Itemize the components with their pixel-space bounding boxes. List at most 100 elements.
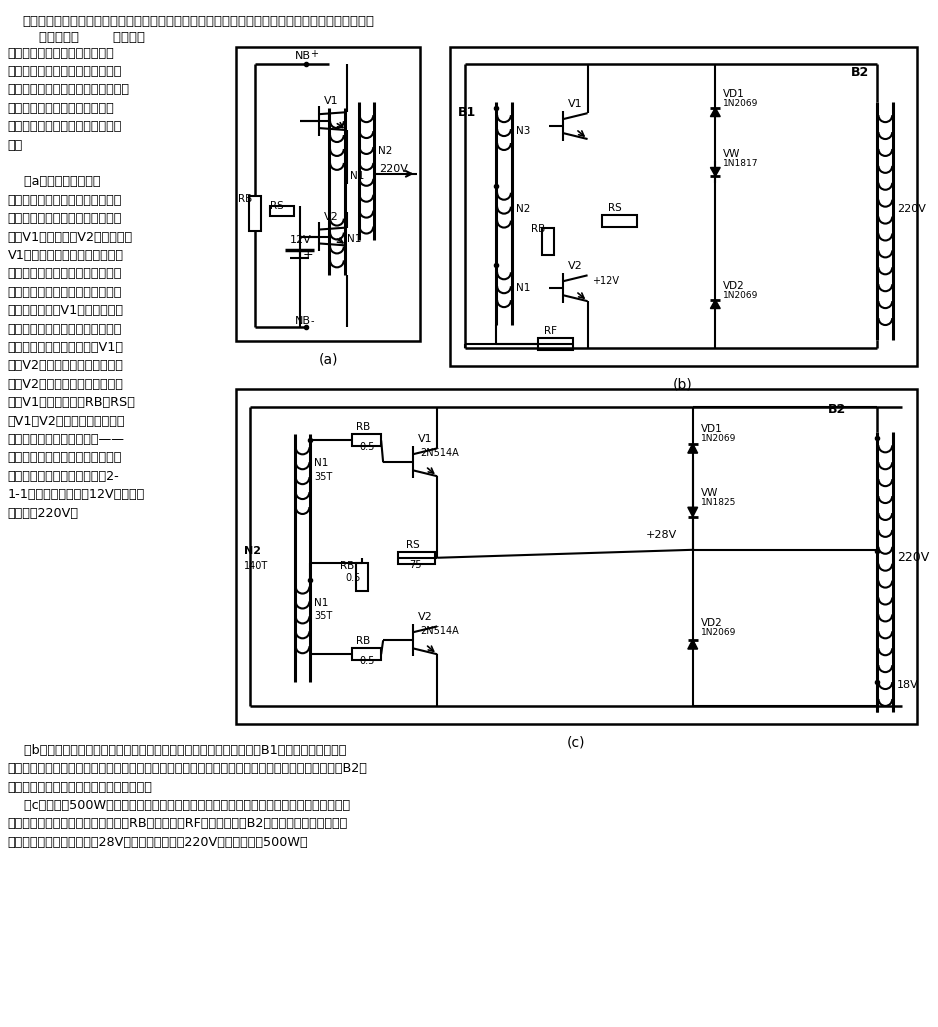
Text: RS: RS bbox=[270, 200, 284, 211]
Text: +: + bbox=[303, 249, 313, 262]
Text: 本电路利用晶体管、变压器作为核心部件完成将直流电变换成交流电再输送给负载（如电视机等）。: 本电路利用晶体管、变压器作为核心部件完成将直流电变换成交流电再输送给负载（如电视… bbox=[23, 14, 374, 28]
Text: 性能参数：直流电源电压＝28V，交流输出电压＝220V，输出功率＝500W。: 性能参数：直流电源电压＝28V，交流输出电压＝220V，输出功率＝500W。 bbox=[8, 836, 309, 848]
Text: N2: N2 bbox=[516, 203, 530, 214]
Text: 止而V2导通。当铁心变为负饱和: 止而V2导通。当铁心变为负饱和 bbox=[8, 359, 124, 373]
Text: 所以饱和所需的外加电流远远小于负载电流，这样可以有效地提高逆变效率，减小功耗。另外变压器B2可: 所以饱和所需的外加电流远远小于负载电流，这样可以有效地提高逆变效率，减小功耗。另… bbox=[8, 762, 368, 775]
Text: +28V: +28V bbox=[645, 530, 677, 540]
Text: 2N514A: 2N514A bbox=[420, 449, 460, 458]
Text: RS: RS bbox=[608, 202, 622, 213]
Text: VD2: VD2 bbox=[701, 618, 722, 629]
Text: N2: N2 bbox=[378, 146, 393, 156]
Text: RB: RB bbox=[531, 224, 545, 233]
Text: 电流降为零。集电极电流的下降引: 电流降为零。集电极电流的下降引 bbox=[8, 322, 122, 336]
Text: RB: RB bbox=[356, 422, 370, 432]
Text: 1N2069: 1N2069 bbox=[701, 629, 736, 638]
Text: 35T: 35T bbox=[314, 611, 333, 621]
Bar bbox=[352, 648, 381, 660]
Text: NB: NB bbox=[295, 50, 310, 61]
Bar bbox=[398, 551, 435, 564]
Text: VD2: VD2 bbox=[723, 281, 745, 292]
Text: 功耗增大外，在晶体管基极上增加了RB，反馈电阻RF改接在变压器B2次级线圈的一个抽头上。: 功耗增大外，在晶体管基极上增加了RB，反馈电阻RF改接在变压器B2次级线圈的一个… bbox=[8, 817, 348, 831]
Text: V1: V1 bbox=[417, 434, 432, 445]
Polygon shape bbox=[688, 640, 698, 649]
Text: V1集电极电流不断提高，变压器: V1集电极电流不断提高，变压器 bbox=[8, 249, 124, 262]
Text: 220V: 220V bbox=[897, 550, 930, 564]
Text: (c): (c) bbox=[567, 735, 585, 750]
Text: N1: N1 bbox=[314, 598, 328, 608]
Text: RF: RF bbox=[544, 326, 557, 336]
Bar bbox=[356, 563, 369, 591]
Text: N1: N1 bbox=[516, 283, 530, 294]
Text: 出电压＝220V。: 出电压＝220V。 bbox=[8, 506, 79, 520]
Bar bbox=[542, 228, 554, 256]
Text: VD1: VD1 bbox=[723, 89, 745, 100]
Text: (b): (b) bbox=[673, 378, 693, 391]
Text: V1: V1 bbox=[325, 97, 339, 106]
Text: 给V1和V2的基极加一偏置，为: 给V1和V2的基极加一偏置，为 bbox=[8, 415, 125, 427]
Polygon shape bbox=[688, 444, 698, 453]
Text: （a）是一个单变压器: （a）是一个单变压器 bbox=[8, 176, 100, 188]
Text: +12V: +12V bbox=[593, 276, 619, 287]
Text: 的是提供启动电流和减小基——: 的是提供启动电流和减小基—— bbox=[8, 433, 125, 446]
Text: 例如V1，正反馈使V2截止。随着: 例如V1，正反馈使V2截止。随着 bbox=[8, 230, 133, 243]
Text: N3: N3 bbox=[516, 126, 530, 137]
Text: 0.5: 0.5 bbox=[346, 573, 361, 582]
Text: 起所有绕组极性反转，致使V1截: 起所有绕组极性反转，致使V1截 bbox=[8, 341, 124, 354]
Text: VD1: VD1 bbox=[701, 424, 722, 434]
Polygon shape bbox=[710, 167, 720, 177]
Text: V2: V2 bbox=[325, 212, 339, 222]
Text: 1N2069: 1N2069 bbox=[723, 292, 759, 300]
Text: B2: B2 bbox=[828, 403, 847, 416]
Text: 铁心逐渐饱和。此时变压器绕组中: 铁心逐渐饱和。此时变压器绕组中 bbox=[8, 267, 122, 280]
Text: 不平衡都会引起一个晶体管导通，: 不平衡都会引起一个晶体管导通， bbox=[8, 213, 122, 225]
Text: 感应电压为零。结果造成基极激励: 感应电压为零。结果造成基极激励 bbox=[8, 286, 122, 299]
Text: -: - bbox=[310, 316, 314, 327]
Text: B1: B1 bbox=[458, 106, 477, 119]
Bar bbox=[538, 338, 573, 350]
Text: 1N1817: 1N1817 bbox=[723, 159, 759, 168]
Text: 电路示于图        晶体管逆: 电路示于图 晶体管逆 bbox=[23, 31, 145, 43]
Text: 时，V2截止，其集电极电流变为: 时，V2截止，其集电极电流变为 bbox=[8, 378, 124, 390]
Text: RB: RB bbox=[237, 194, 252, 203]
Polygon shape bbox=[688, 507, 698, 517]
Text: 2N514A: 2N514A bbox=[420, 626, 460, 637]
Bar bbox=[352, 434, 381, 447]
Text: 场合，且能提高逆变效率，节省能: 场合，且能提高逆变效率，节省能 bbox=[8, 120, 122, 134]
Text: 0.5: 0.5 bbox=[359, 656, 375, 667]
Polygon shape bbox=[710, 108, 720, 116]
Text: 零，V1又导通。增加RB和RS是: 零，V1又导通。增加RB和RS是 bbox=[8, 396, 136, 409]
Text: 射极电压变化的影响。元器件参数: 射极电压变化的影响。元器件参数 bbox=[8, 451, 122, 464]
Bar bbox=[270, 205, 294, 216]
Text: 1-1。直流电源电压＝12V，交流输: 1-1。直流电源电压＝12V，交流输 bbox=[8, 488, 145, 501]
Text: 的选取与输出功率的关系见表2-: 的选取与输出功率的关系见表2- bbox=[8, 469, 119, 483]
Text: （c）是一个500W双变压器晶体管逆变电源电路，它与上面电路相比较，除了元器件参数的: （c）是一个500W双变压器晶体管逆变电源电路，它与上面电路相比较，除了元器件参… bbox=[8, 799, 350, 812]
Text: 采用一般电源变压器铁心，可以降低成本。: 采用一般电源变压器铁心，可以降低成本。 bbox=[8, 781, 153, 794]
Text: RS: RS bbox=[406, 540, 419, 549]
Text: 35T: 35T bbox=[314, 472, 333, 483]
Text: 220V: 220V bbox=[379, 164, 408, 174]
Text: 器两种。单变压器逆变电源适用于: 器两种。单变压器逆变电源适用于 bbox=[8, 65, 122, 78]
Text: 1N1825: 1N1825 bbox=[701, 498, 736, 507]
Text: (a): (a) bbox=[318, 353, 338, 367]
Text: B2: B2 bbox=[851, 67, 870, 79]
Text: VW: VW bbox=[701, 488, 718, 498]
Text: N2: N2 bbox=[244, 545, 261, 556]
Text: 1N2069: 1N2069 bbox=[723, 100, 759, 108]
Text: 1N2069: 1N2069 bbox=[701, 434, 736, 444]
Text: 140T: 140T bbox=[244, 561, 268, 571]
Polygon shape bbox=[710, 300, 720, 308]
Text: N1: N1 bbox=[350, 170, 364, 181]
Text: 源。: 源。 bbox=[8, 139, 23, 152]
Bar bbox=[250, 196, 262, 230]
Text: N1: N1 bbox=[347, 233, 361, 243]
Bar bbox=[235, 46, 420, 341]
Text: 18V: 18V bbox=[897, 680, 919, 690]
Text: NB: NB bbox=[295, 316, 310, 327]
Text: （b）是一个双变压器晶体管逆变电源电路。由于该电路只要求变压器B1的铁心是可饱和的，: （b）是一个双变压器晶体管逆变电源电路。由于该电路只要求变压器B1的铁心是可饱和… bbox=[8, 744, 346, 757]
Text: 双变压器逆变电源适用于大功率: 双变压器逆变电源适用于大功率 bbox=[8, 102, 114, 115]
Bar bbox=[235, 388, 916, 724]
Text: +: + bbox=[310, 48, 318, 59]
Text: 0.5: 0.5 bbox=[359, 443, 375, 452]
Text: N1: N1 bbox=[314, 458, 328, 468]
Text: 小功率场合，线路简单，制作容易。: 小功率场合，线路简单，制作容易。 bbox=[8, 83, 129, 97]
